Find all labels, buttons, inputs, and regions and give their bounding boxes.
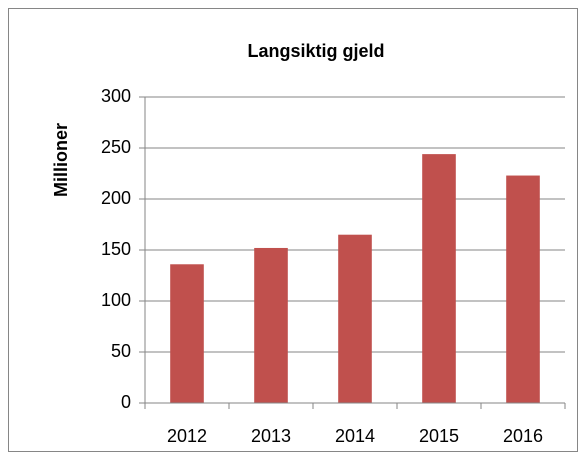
y-tick-label: 200 [101, 188, 131, 208]
x-tick-label: 2016 [503, 426, 543, 446]
y-tick-label: 150 [101, 239, 131, 259]
y-axis-label: Millioner [51, 123, 71, 197]
bar [338, 234, 372, 403]
y-tick-label: 100 [101, 290, 131, 310]
y-tick-label: 300 [101, 86, 131, 106]
x-tick-label: 2012 [167, 426, 207, 446]
x-tick-label: 2014 [335, 426, 375, 446]
y-tick-label: 50 [111, 341, 131, 361]
y-tick-label: 0 [121, 392, 131, 412]
x-tick-label: 2013 [251, 426, 291, 446]
y-tick-label: 250 [101, 137, 131, 157]
bar [170, 264, 204, 403]
bar [506, 175, 540, 403]
bar [422, 154, 456, 403]
chart-title: Langsiktig gjeld [247, 41, 384, 61]
x-tick-label: 2015 [419, 426, 459, 446]
bar [254, 247, 288, 403]
chart-border [8, 8, 578, 452]
